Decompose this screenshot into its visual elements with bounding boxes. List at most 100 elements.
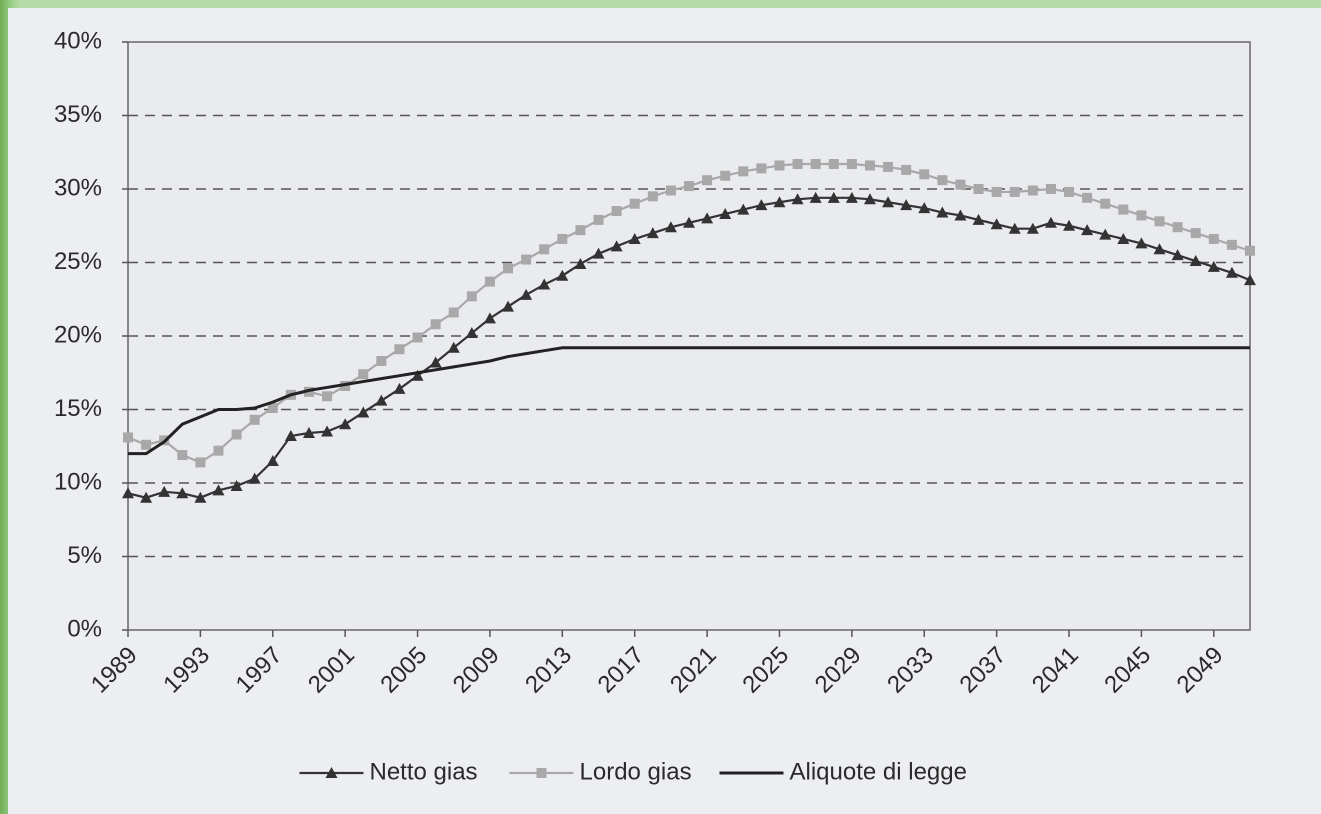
point-marker <box>429 356 442 368</box>
point-marker <box>375 394 388 406</box>
point-marker <box>1190 228 1201 239</box>
point-marker <box>123 432 133 443</box>
point-marker <box>1172 222 1183 233</box>
point-marker <box>1154 216 1165 227</box>
point-marker <box>1064 186 1075 197</box>
point-marker <box>520 288 533 300</box>
point-marker <box>1245 245 1255 256</box>
point-marker <box>556 269 569 281</box>
point-marker <box>702 175 713 186</box>
point-marker <box>629 198 640 209</box>
point-marker <box>357 406 370 418</box>
point-marker <box>684 181 694 192</box>
point-marker <box>141 439 152 450</box>
point-marker <box>773 196 786 208</box>
point-marker <box>575 225 586 236</box>
point-marker <box>592 247 605 259</box>
point-marker <box>791 193 804 205</box>
point-marker <box>1117 232 1130 244</box>
y-tick-label: 40% <box>54 27 102 54</box>
point-marker <box>955 179 966 190</box>
y-tick-label: 25% <box>54 248 102 275</box>
legend-label: Netto gias <box>370 758 478 785</box>
point-marker <box>322 391 333 402</box>
point-marker <box>1008 222 1021 234</box>
point-marker <box>1244 274 1256 286</box>
point-marker <box>1171 249 1184 261</box>
point-marker <box>122 487 134 499</box>
point-marker <box>973 184 984 194</box>
point-marker <box>954 209 967 221</box>
point-marker <box>212 484 225 496</box>
point-marker <box>1063 219 1076 231</box>
point-marker <box>845 191 858 203</box>
point-marker <box>827 191 840 203</box>
point-marker <box>665 185 676 196</box>
point-marker <box>900 199 913 211</box>
point-marker <box>1082 192 1093 203</box>
series-line <box>128 346 1250 456</box>
point-marker <box>321 425 334 437</box>
point-marker <box>828 159 839 170</box>
point-marker <box>1118 204 1129 215</box>
point-marker <box>158 485 171 497</box>
point-marker <box>213 445 224 456</box>
point-marker <box>1026 222 1039 234</box>
point-marker <box>846 159 857 170</box>
point-marker <box>990 218 1003 230</box>
point-marker <box>883 161 894 172</box>
point-marker <box>1136 210 1147 221</box>
point-marker <box>393 382 406 394</box>
point-marker <box>339 418 352 430</box>
point-marker <box>177 450 188 461</box>
point-marker <box>864 160 875 171</box>
point-marker <box>628 232 641 244</box>
point-marker <box>937 175 948 186</box>
point-marker <box>1044 216 1057 228</box>
legend-marker <box>325 767 338 778</box>
point-marker <box>1189 255 1202 267</box>
y-tick-label: 10% <box>54 468 102 495</box>
y-tick-label: 20% <box>54 321 102 348</box>
point-marker <box>284 429 297 441</box>
point-marker <box>502 300 515 312</box>
point-marker <box>809 191 822 203</box>
point-marker <box>719 207 732 219</box>
point-marker <box>810 159 821 170</box>
point-marker <box>358 369 369 380</box>
point-marker <box>538 278 551 290</box>
point-marker <box>664 221 677 233</box>
point-marker <box>792 159 803 170</box>
point-marker <box>557 233 568 244</box>
point-marker <box>1009 186 1020 197</box>
y-tick-label: 5% <box>67 542 102 569</box>
point-marker <box>411 369 424 381</box>
point-marker <box>230 479 243 491</box>
point-marker <box>755 199 768 211</box>
point-marker <box>484 276 495 287</box>
point-marker <box>901 164 912 175</box>
point-marker <box>430 319 441 330</box>
point-marker <box>231 429 242 440</box>
point-marker <box>140 491 153 503</box>
point-marker <box>720 170 731 181</box>
point-marker <box>574 257 587 269</box>
point-marker <box>503 263 514 274</box>
point-marker <box>683 216 695 228</box>
point-marker <box>1153 243 1166 255</box>
point-marker <box>1135 237 1148 249</box>
point-marker <box>936 206 949 218</box>
point-marker <box>249 414 260 425</box>
point-marker <box>1225 266 1238 278</box>
point-marker <box>1226 239 1237 250</box>
legend-label: Lordo gias <box>580 758 692 785</box>
point-marker <box>611 206 622 217</box>
point-marker <box>1100 198 1111 209</box>
point-marker <box>1081 224 1094 236</box>
point-marker <box>1099 228 1112 240</box>
point-marker <box>1027 185 1038 196</box>
y-tick-label: 15% <box>54 395 102 422</box>
y-tick-label: 35% <box>54 101 102 128</box>
point-marker <box>267 403 278 414</box>
point-marker <box>302 427 315 439</box>
